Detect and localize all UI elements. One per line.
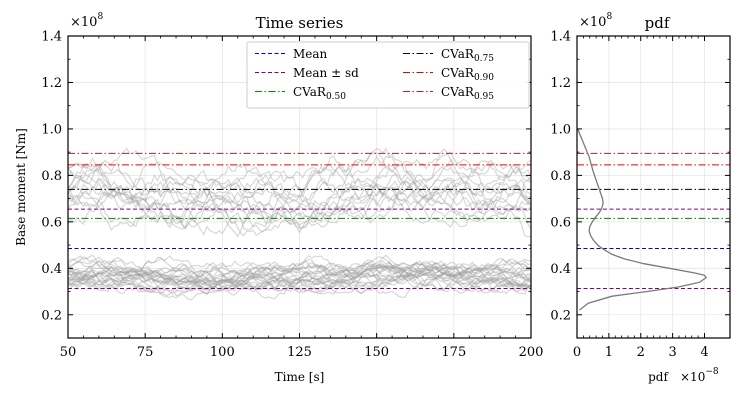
sample-series-line: [67, 168, 532, 233]
pdf-ticks: 0 1 2 3 4 0.2 0.4 0.6 0.8 1.0 1.2 1.4: [550, 30, 730, 360]
legend-label-cvar90: CVaR0.90: [441, 66, 494, 83]
y-tick-label: 1.0: [41, 122, 62, 137]
sample-series-line: [67, 260, 532, 296]
y-tick-label: 0.6: [41, 215, 62, 230]
time-series-y-label: Base moment [Nm]: [14, 128, 28, 246]
sample-series-line: [67, 162, 532, 227]
pdf-panel: 0 1 2 3 40.20.40.60.81.01.21.4 pdf ×108 pdf …: [550, 12, 731, 384]
time-series-frame: [67, 35, 532, 339]
sample-series-line: [67, 165, 532, 234]
y-tick-label: 0.4: [550, 262, 571, 277]
y-tick-label: 0.2: [550, 308, 571, 323]
sample-series-line: [67, 158, 532, 237]
x-tick-label: 4: [700, 345, 708, 360]
pdf-y-multiplier: ×108: [579, 12, 612, 30]
x-tick-label: 50: [60, 345, 77, 360]
sample-series-line: [67, 254, 532, 289]
time-series-panel: 50 75 100 125 150 175 200 0.2 0.4 0.6 0.8 1.0 1.2 1.4…: [14, 12, 543, 384]
sample-series-line: [67, 163, 532, 230]
x-tick-label: 3: [668, 345, 676, 360]
time-series-x-label: Time [s]: [275, 370, 325, 384]
sample-series-line: [67, 261, 532, 293]
time-series-y-multiplier: ×108: [70, 12, 103, 30]
x-tick-label: 1: [605, 345, 613, 360]
y-tick-label: 1.2: [41, 76, 62, 91]
y-tick-label: 0.8: [41, 169, 62, 184]
sample-series-line: [67, 166, 532, 236]
pdf-frame: [576, 35, 731, 339]
y-tick-label: 1.0: [550, 122, 571, 137]
x-tick-label: 150: [364, 345, 389, 360]
sample-series-line: [67, 259, 532, 292]
y-tick-label: 0.8: [550, 169, 571, 184]
sample-series-line: [67, 260, 532, 292]
sample-series-line: [67, 148, 532, 225]
sample-series-line: [67, 147, 532, 215]
pdf-x-multiplier: ×10−8: [680, 367, 719, 384]
sample-series-line: [67, 256, 532, 288]
sample-series-line: [67, 265, 532, 295]
legend-label-mean: Mean: [293, 47, 328, 61]
sample-series-line: [67, 261, 532, 292]
sample-series-line: [67, 154, 532, 231]
sample-series-line: [67, 260, 532, 291]
legend-label-cvar75: CVaR0.75: [441, 47, 494, 64]
sample-series-line: [67, 261, 532, 294]
time-series-title: Time series: [256, 14, 344, 32]
sample-series-line: [67, 259, 532, 290]
sample-series-line: [67, 255, 532, 292]
x-tick-label: 200: [519, 345, 544, 360]
sample-series-line: [67, 255, 532, 294]
x-tick-label: 2: [637, 345, 645, 360]
sample-series-line: [67, 263, 532, 291]
pdf-title: pdf: [645, 14, 671, 32]
sample-series-line: [67, 257, 532, 286]
x-tick-label: 0: [573, 345, 581, 360]
sample-series-line: [67, 263, 532, 299]
sample-series-line: [67, 159, 532, 224]
y-tick-label: 0.4: [41, 262, 62, 277]
x-tick-label: 175: [441, 345, 466, 360]
sample-series-line: [67, 259, 532, 291]
y-tick-label: 1.4: [41, 30, 62, 45]
y-tick-label: 0.2: [41, 308, 62, 323]
sample-series-line: [67, 147, 532, 229]
legend-box: [246, 41, 530, 109]
pdf-x-label: pdf: [648, 370, 669, 384]
legend: Mean CVaR0.75 Mean ± sd CVaR0.90 CVaR0.50 CVa…: [246, 41, 530, 109]
pdf-curve: [577, 128, 707, 311]
sample-series-line: [67, 262, 532, 293]
pdf-grid: [576, 35, 730, 338]
x-tick-label: 100: [210, 345, 235, 360]
legend-label-meansd: Mean ± sd: [293, 66, 359, 80]
legend-label-cvar95: CVaR0.95: [441, 85, 494, 102]
sample-series-line: [67, 265, 532, 301]
y-tick-label: 1.2: [550, 76, 571, 91]
x-tick-label: 75: [137, 345, 154, 360]
time-series-reference-lines: [68, 152, 531, 290]
sample-series-line: [67, 267, 532, 300]
sample-series-line: [67, 152, 532, 225]
sample-series-line: [67, 162, 532, 228]
y-tick-label: 1.4: [550, 30, 571, 45]
time-series-samples: [67, 147, 532, 301]
pdf-reference-lines: [577, 152, 730, 290]
x-tick-label: 125: [287, 345, 312, 360]
sample-series-line: [67, 255, 532, 289]
pdf-curve-group: [577, 128, 707, 311]
y-tick-label: 0.6: [550, 215, 571, 230]
time-series-ticks: 50 75 100 125 150 175 200 0.2 0.4 0.6 0.8 1.0 1.2 1.4: [41, 30, 543, 361]
legend-label-cvar50: CVaR0.50: [293, 85, 346, 102]
sample-series-line: [67, 257, 532, 295]
